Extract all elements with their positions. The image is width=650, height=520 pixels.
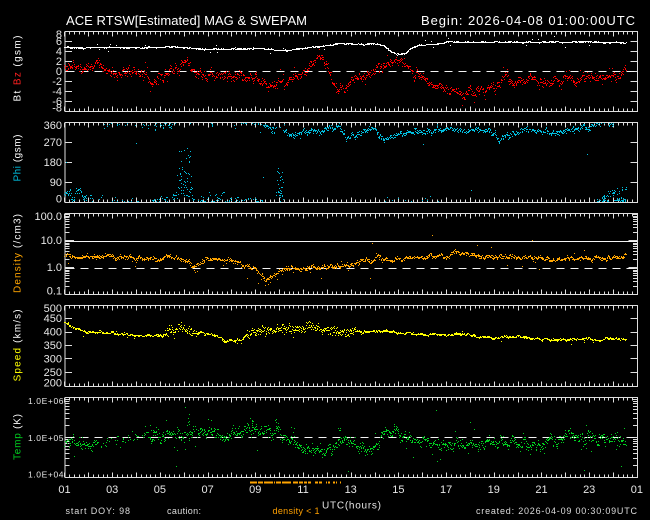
svg-text:360: 360 [44,120,62,132]
svg-text:180: 180 [44,157,62,169]
svg-text:-2: -2 [52,76,62,88]
svg-text:start DOY: 98: start DOY: 98 [66,506,131,516]
svg-text:0.1: 0.1 [47,286,62,298]
svg-text:Begin: 2026-04-08 01:00:00UTC: Begin: 2026-04-08 01:00:00UTC [421,13,635,28]
svg-text:caution:: caution: [167,506,201,516]
svg-text:4: 4 [56,46,62,58]
svg-text:0: 0 [56,66,62,78]
svg-text:10.0: 10.0 [41,235,62,247]
svg-text:UTC(hours): UTC(hours) [322,501,381,512]
svg-text:01: 01 [631,484,643,496]
svg-text:21: 21 [535,484,547,496]
svg-text:2: 2 [56,56,62,68]
svg-text:1.0: 1.0 [47,262,62,274]
svg-text:270: 270 [44,137,62,149]
svg-text:8: 8 [56,29,62,41]
svg-text:03: 03 [106,484,118,496]
svg-text:1.0E+05: 1.0E+05 [28,433,64,443]
svg-text:250: 250 [44,367,62,379]
svg-text:450: 450 [44,313,62,325]
svg-text:Speed (km/s): Speed (km/s) [13,309,24,381]
svg-text:-4: -4 [52,86,62,98]
svg-text:13: 13 [345,484,357,496]
svg-text:Temp (K): Temp (K) [13,414,24,460]
svg-text:density < 1: density < 1 [273,506,320,516]
svg-text:23: 23 [583,484,595,496]
svg-text:-6: -6 [52,96,62,108]
svg-text:400: 400 [44,326,62,338]
svg-text:11: 11 [297,484,308,496]
svg-text:Bt Bz (gsm): Bt Bz (gsm) [13,36,24,102]
svg-text:07: 07 [201,484,213,496]
svg-text:90: 90 [50,177,62,189]
svg-text:09: 09 [249,484,261,496]
svg-text:1.0E+04: 1.0E+04 [28,470,64,480]
svg-text:200: 200 [44,377,62,389]
svg-text:350: 350 [44,340,62,352]
svg-text:1.0E+06: 1.0E+06 [28,396,64,406]
svg-text:created: 2026-04-09 00:30:09U: created: 2026-04-09 00:30:09UTC [476,506,638,516]
svg-text:15: 15 [392,484,404,496]
svg-text:01: 01 [58,484,70,496]
svg-text:100.0: 100.0 [34,211,62,223]
svg-text:Phi (gsm): Phi (gsm) [13,135,24,182]
svg-text:05: 05 [154,484,166,496]
svg-text:19: 19 [488,484,500,496]
svg-text:300: 300 [44,353,62,365]
svg-text:-8: -8 [52,103,62,115]
svg-text:500: 500 [44,303,62,315]
svg-text:6: 6 [56,36,62,48]
svg-text:Density (/cm3): Density (/cm3) [13,214,24,293]
svg-text:ACE RTSW[Estimated] MAG & SWEP: ACE RTSW[Estimated] MAG & SWEPAM [66,13,307,28]
svg-text:17: 17 [440,484,452,496]
svg-text:0: 0 [56,194,62,206]
